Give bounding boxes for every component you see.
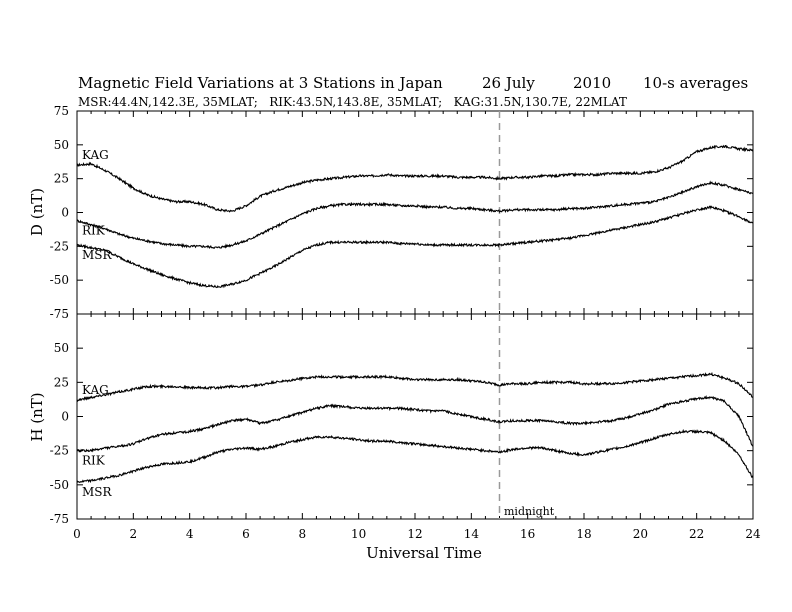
series-label-rik: RIK xyxy=(82,224,106,238)
series-line-kag xyxy=(76,371,754,403)
bottom-panel-ticks: 50 25 0 -25 -50 -75 xyxy=(50,314,754,526)
top-panel-ylabel: D (nT) xyxy=(28,188,46,236)
x-tick-label: 14 xyxy=(464,527,480,541)
y-tick-label: 50 xyxy=(54,138,69,152)
series-line-rik xyxy=(76,395,754,453)
x-tick-label: 6 xyxy=(242,527,250,541)
chart-title-date: 26 July xyxy=(482,74,535,92)
top-panel-frame xyxy=(76,110,754,315)
x-tick-label: 8 xyxy=(299,527,307,541)
chart-title: Magnetic Field Variations at 3 Stations … xyxy=(78,74,443,92)
series-line-msr xyxy=(76,205,754,289)
x-tick-label: 10 xyxy=(351,527,366,541)
y-tick-label: -50 xyxy=(50,273,69,287)
series-label-msr: MSR xyxy=(82,485,113,499)
y-tick-label: 25 xyxy=(54,375,69,389)
x-tick-label: 2 xyxy=(130,527,138,541)
series-line-rik xyxy=(76,180,754,250)
bottom-panel-frame xyxy=(76,313,754,520)
x-tick-label: 22 xyxy=(689,527,704,541)
x-tick-label: 18 xyxy=(576,527,591,541)
series-label-rik: RIK xyxy=(82,454,106,468)
y-tick-label: 0 xyxy=(61,206,69,220)
series-label-kag: KAG xyxy=(82,148,109,162)
x-tick-label: 16 xyxy=(520,527,535,541)
chart-subtitle: MSR:44.4N,142.3E, 35MLAT; RIK:43.5N,143.… xyxy=(78,95,627,109)
top-panel-ticks: 75 50 25 0 -25 -50 -75 xyxy=(50,104,754,321)
chart-title-averages: 10-s averages xyxy=(643,74,748,92)
x-tick-label: 12 xyxy=(407,527,422,541)
x-tick-label: 0 xyxy=(73,527,81,541)
y-tick-label: 0 xyxy=(61,410,69,424)
x-tick-label: 4 xyxy=(186,527,194,541)
x-axis-label: Universal Time xyxy=(366,544,482,562)
y-tick-label: -75 xyxy=(50,307,69,321)
series-line-kag xyxy=(76,144,754,213)
x-axis-ticks: 0 2 4 6 8 10 12 14 16 18 20 22 24 xyxy=(73,527,761,541)
series-label-msr: MSR xyxy=(82,248,113,262)
y-tick-label: -25 xyxy=(50,239,69,253)
midnight-label: midnight xyxy=(504,505,555,518)
bottom-panel-series: KAG RIK MSR xyxy=(76,371,754,499)
y-tick-label: -25 xyxy=(50,444,69,458)
y-tick-label: 75 xyxy=(54,104,69,118)
chart-title-year: 2010 xyxy=(573,74,611,92)
y-tick-label: 50 xyxy=(54,341,69,355)
y-tick-label: -75 xyxy=(50,512,69,526)
x-tick-label: 24 xyxy=(745,527,761,541)
x-tick-label: 20 xyxy=(633,527,648,541)
top-panel-series: KAG RIK MSR xyxy=(76,144,754,289)
y-tick-label: -50 xyxy=(50,478,69,492)
series-label-kag: KAG xyxy=(82,383,109,397)
series-line-msr xyxy=(76,428,754,484)
bottom-panel-ylabel: H (nT) xyxy=(28,392,46,441)
y-tick-label: 25 xyxy=(54,172,69,186)
